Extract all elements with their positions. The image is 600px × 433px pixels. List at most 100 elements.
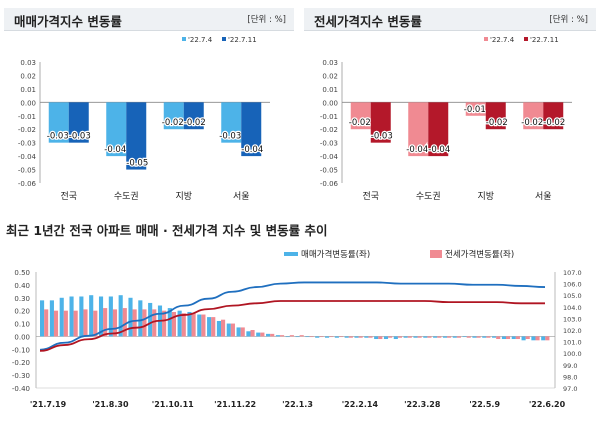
- trend-chart: 매매가격변동률(좌) 전세가격변동률(좌) 0.50 0.40 0.30 0.20 0.10…: [12, 249, 582, 409]
- jeonse-ytick-label: 0.02: [322, 72, 338, 80]
- trend-right-tick-label: 99.0: [563, 362, 577, 370]
- trend-sale-bar: [167, 308, 172, 337]
- jeonse-category-label: 서울: [535, 191, 552, 202]
- trend-sale-bar: [393, 336, 398, 340]
- trend-sale-bar: [118, 295, 123, 337]
- sale-bar: [221, 102, 242, 143]
- trend-jeonse-bar: [63, 310, 68, 337]
- jeonse-ytick-label: 0.00: [322, 99, 338, 107]
- jeonse-category-label: 수도권: [416, 190, 441, 202]
- trend-jeonse-bar: [171, 311, 177, 337]
- trend-sale-bar: [305, 336, 310, 338]
- jeonse-data-label: -0.02: [486, 118, 508, 128]
- trend-left-tick-label: -0.20: [12, 359, 30, 367]
- trend-sale-bar: [266, 333, 271, 337]
- trend-jeonse-bar: [73, 310, 78, 337]
- jeonse-bar: [523, 102, 544, 130]
- trend-sale-bar: [521, 336, 526, 341]
- trend-sale-bar: [383, 336, 389, 340]
- trend-right-tick-label: 107.0: [563, 269, 582, 277]
- jeonse-data-label: -0.04: [428, 145, 450, 155]
- sale-data-label: -0.04: [104, 145, 126, 155]
- sale-category-label: 서울: [233, 191, 250, 202]
- sale-bar: [163, 102, 184, 130]
- sale-legend-label-1: '22.7.11: [228, 36, 257, 44]
- sale-data-label: -0.04: [241, 145, 263, 155]
- trend-right-tick-label: 104.0: [563, 304, 582, 312]
- jeonse-change-panel: 전세가격지수 변동률 [단위 : %] 0.03 0.02 0.01 0.00 -0.0…: [302, 0, 600, 210]
- trend-sale-bar: [59, 297, 64, 337]
- trend-right-tick-label: 100.0: [563, 350, 582, 358]
- trend-jeonse-bar: [338, 336, 344, 338]
- trend-jeonse-bar: [417, 336, 422, 338]
- trend-sale-index-line: [39, 281, 546, 351]
- trend-right-tick-label: 102.0: [563, 327, 582, 335]
- trend-sale-bar: [197, 314, 202, 337]
- sale-ytick-label: 0.02: [20, 72, 36, 80]
- trend-jeonse-bar: [525, 336, 530, 340]
- trend-sale-bar: [138, 300, 143, 337]
- trend-sale-bar: [128, 297, 133, 337]
- trend-jeonse-bar: [397, 336, 403, 338]
- trend-jeonse-bar: [250, 330, 255, 337]
- trend-jeonse-bar: [211, 317, 216, 337]
- trend-sale-bar: [482, 336, 487, 338]
- sale-legend-swatch-1: [222, 37, 226, 41]
- trend-legend-label-sale: 매매가격변동률(좌): [301, 249, 370, 260]
- trend-jeonse-bar: [279, 335, 285, 337]
- trend-jeonse-bar: [368, 336, 373, 338]
- trend-sale-bar: [148, 302, 153, 337]
- trend-sale-bar: [187, 311, 192, 337]
- trend-sale-bar: [285, 336, 290, 338]
- trend-sale-bar: [364, 336, 369, 338]
- sale-bar: [126, 102, 147, 170]
- trend-sale-bar: [216, 320, 222, 337]
- sale-panel-header: 매매가격지수 변동률 [단위 : %]: [4, 8, 294, 31]
- trend-sale-bar: [69, 296, 74, 337]
- trend-x-label: '21.11.22: [214, 400, 256, 409]
- trend-sale-bar: [511, 336, 516, 340]
- sale-category-label: 전국: [60, 191, 77, 202]
- trend-jeonse-bar: [240, 327, 245, 337]
- trend-x-label: '22.1.3: [282, 400, 313, 409]
- sale-ytick-label: 0.00: [20, 99, 36, 107]
- sale-bar: [68, 102, 89, 143]
- trend-legend-swatch-jeonse: [430, 250, 442, 258]
- trend-jeonse-bar: [358, 336, 363, 338]
- trend-sale-bar: [462, 336, 467, 338]
- trend-jeonse-bar: [545, 336, 550, 341]
- trend-jeonse-bar: [486, 336, 491, 338]
- jeonse-data-label: -0.02: [349, 118, 371, 128]
- jeonse-data-label: -0.01: [464, 105, 486, 115]
- sale-change-panel: 매매가격지수 변동률 [단위 : %] 0.03 0.02 0.01 0.00 -0.0…: [0, 0, 296, 210]
- trend-sale-bar: [256, 332, 261, 337]
- trend-jeonse-bar: [83, 309, 88, 337]
- jeonse-data-label: -0.02: [521, 118, 543, 128]
- jeonse-bar: [350, 102, 371, 130]
- trend-jeonse-bar: [466, 336, 471, 338]
- trend-jeonse-bar: [496, 336, 501, 340]
- jeonse-ytick-label: 0.03: [322, 59, 338, 67]
- trend-sale-bar: [433, 336, 438, 338]
- trend-sale-bar: [423, 336, 428, 338]
- trend-left-tick-label: 0.50: [14, 269, 30, 277]
- trend-jeonse-bar: [535, 336, 540, 341]
- trend-jeonse-bar: [142, 309, 147, 337]
- trend-left-tick-label: 0.40: [14, 282, 30, 290]
- trend-jeonse-bar: [191, 313, 196, 337]
- trend-jeonse-bar: [378, 336, 383, 340]
- trend-x-label: '21.7.19: [30, 400, 67, 409]
- jeonse-ytick-label: -0.05: [320, 167, 338, 175]
- sale-data-label: -0.03: [219, 132, 241, 142]
- trend-jeonse-bar: [53, 310, 59, 337]
- trend-left-tick-label: 0.30: [14, 295, 30, 303]
- jeonse-ytick-label: -0.06: [320, 180, 339, 188]
- trend-sale-bar: [246, 331, 251, 337]
- trend-sale-bar: [79, 296, 84, 337]
- sale-data-label: -0.03: [69, 132, 91, 142]
- sale-bar: [183, 102, 204, 130]
- jeonse-ytick-label: -0.01: [320, 113, 338, 121]
- trend-x-label: '22.2.14: [342, 400, 379, 409]
- trend-jeonse-bar: [476, 336, 481, 338]
- trend-jeonse-bar: [427, 336, 432, 338]
